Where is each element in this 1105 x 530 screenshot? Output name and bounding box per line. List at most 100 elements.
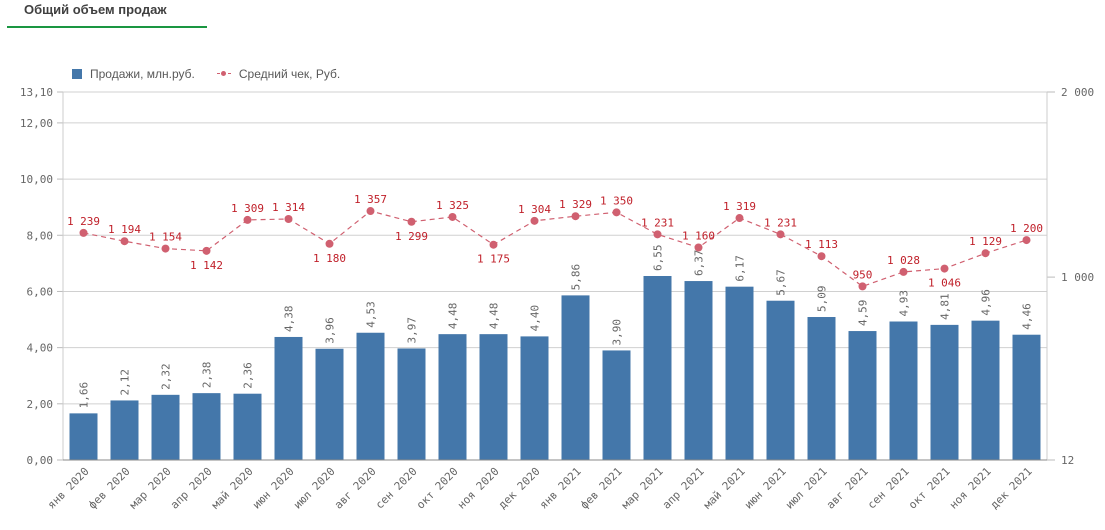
avg-check-label: 950 bbox=[853, 268, 873, 281]
avg-check-point bbox=[776, 230, 785, 239]
bar bbox=[397, 348, 426, 460]
x-tick-label: янв 2020 bbox=[45, 465, 92, 512]
bar-label: 2,38 bbox=[201, 362, 214, 389]
bar bbox=[971, 320, 1000, 460]
avg-check-point bbox=[79, 228, 88, 237]
avg-check-label: 1 175 bbox=[477, 253, 510, 266]
avg-check-label: 1 113 bbox=[805, 238, 838, 251]
bar bbox=[438, 334, 467, 460]
bar-label: 4,48 bbox=[488, 303, 501, 330]
avg-check-line bbox=[83, 210, 1027, 288]
avg-check-point bbox=[981, 249, 990, 258]
avg-check-label: 1 357 bbox=[354, 193, 387, 206]
x-tick-label: апр 2021 bbox=[660, 465, 707, 512]
x-tick-label: фев 2020 bbox=[86, 465, 133, 512]
tab-total-sales[interactable]: Общий объем продаж bbox=[24, 2, 167, 17]
bar-label: 6,37 bbox=[693, 250, 706, 277]
bar bbox=[725, 286, 754, 460]
bar bbox=[356, 332, 385, 460]
bar bbox=[766, 300, 795, 460]
left-tick-label: 8,00 bbox=[27, 229, 54, 242]
x-tick-label: авг 2021 bbox=[824, 465, 871, 512]
bar-label: 4,40 bbox=[529, 305, 542, 332]
right-tick-label: 1 000 bbox=[1061, 271, 1094, 284]
avg-check-label: 1 160 bbox=[682, 229, 715, 242]
left-tick-label: 4,00 bbox=[27, 342, 54, 355]
left-tick-label: 2,00 bbox=[27, 398, 54, 411]
avg-check-label: 1 314 bbox=[272, 201, 305, 214]
bar-label: 6,55 bbox=[652, 245, 665, 272]
avg-check-label: 1 319 bbox=[723, 200, 756, 213]
avg-check-point bbox=[940, 264, 949, 273]
bar bbox=[274, 336, 303, 460]
avg-check-label: 1 154 bbox=[149, 231, 182, 244]
bar bbox=[561, 295, 590, 460]
bar-label: 5,86 bbox=[570, 264, 583, 291]
legend-bar-swatch bbox=[72, 69, 82, 79]
left-tick-label: 6,00 bbox=[27, 285, 54, 298]
bar bbox=[848, 331, 877, 460]
bar bbox=[151, 394, 180, 460]
left-tick-label: 10,00 bbox=[20, 173, 53, 186]
x-tick-label: июн 2021 bbox=[742, 465, 789, 512]
legend-sales[interactable]: Продажи, млн.руб. bbox=[90, 67, 195, 81]
bar-label: 2,12 bbox=[119, 369, 132, 396]
avg-check-point bbox=[899, 267, 908, 276]
avg-check-point bbox=[120, 237, 129, 246]
avg-check-point bbox=[489, 240, 498, 249]
x-tick-label: дек 2020 bbox=[496, 465, 543, 512]
bar-label: 4,96 bbox=[980, 289, 993, 316]
avg-check-point bbox=[202, 246, 211, 255]
bar bbox=[643, 276, 672, 460]
x-tick-label: май 2020 bbox=[209, 465, 256, 512]
avg-check-point bbox=[366, 207, 375, 216]
bar-label: 4,46 bbox=[1021, 303, 1034, 330]
bar-label: 2,36 bbox=[242, 362, 255, 389]
avg-check-label: 1 046 bbox=[928, 277, 961, 290]
avg-check-label: 1 304 bbox=[518, 203, 551, 216]
avg-check-point bbox=[1022, 236, 1031, 245]
legend-line-marker bbox=[216, 70, 231, 78]
avg-check-point bbox=[530, 216, 539, 225]
bar bbox=[520, 336, 549, 460]
avg-check-point bbox=[325, 239, 334, 248]
bar-label: 4,53 bbox=[365, 301, 378, 328]
avg-check-label: 1 129 bbox=[969, 235, 1002, 248]
avg-check-label: 1 028 bbox=[887, 254, 920, 267]
avg-check-point bbox=[817, 252, 826, 261]
left-tick-label: 12,00 bbox=[20, 117, 53, 130]
bar-label: 5,67 bbox=[775, 269, 788, 296]
avg-check-point bbox=[612, 208, 621, 217]
bar bbox=[1012, 334, 1041, 460]
bar-label: 4,48 bbox=[447, 303, 460, 330]
bar bbox=[69, 413, 98, 460]
avg-check-point bbox=[284, 214, 293, 223]
legend: Продажи, млн.руб. Средний чек, Руб. bbox=[72, 67, 340, 81]
bar bbox=[479, 334, 508, 460]
x-tick-label: сен 2021 bbox=[865, 465, 912, 512]
active-tab-indicator bbox=[7, 26, 207, 28]
x-tick-label: сен 2020 bbox=[373, 465, 420, 512]
avg-check-label: 1 309 bbox=[231, 202, 264, 215]
x-tick-label: ноя 2020 bbox=[455, 465, 502, 512]
x-tick-label: май 2021 bbox=[701, 465, 748, 512]
bar-label: 5,09 bbox=[816, 286, 829, 313]
right-tick-label: 2 000 bbox=[1061, 86, 1094, 99]
avg-check-label: 1 231 bbox=[764, 216, 797, 229]
bar bbox=[807, 317, 836, 460]
x-tick-label: июл 2020 bbox=[291, 465, 338, 512]
bar bbox=[233, 393, 262, 460]
avg-check-point bbox=[858, 282, 867, 291]
bar-label: 1,66 bbox=[78, 382, 91, 409]
bar bbox=[684, 281, 713, 460]
avg-check-point bbox=[161, 244, 170, 253]
bar bbox=[110, 400, 139, 460]
left-tick-label: 13,10 bbox=[20, 86, 53, 99]
avg-check-label: 1 325 bbox=[436, 199, 469, 212]
legend-avg-check[interactable]: Средний чек, Руб. bbox=[238, 67, 341, 81]
avg-check-label: 1 299 bbox=[395, 230, 428, 243]
x-tick-label: мар 2021 bbox=[619, 465, 666, 512]
x-tick-label: окт 2021 bbox=[906, 465, 953, 512]
avg-check-point bbox=[694, 243, 703, 252]
x-tick-label: окт 2020 bbox=[414, 465, 461, 512]
